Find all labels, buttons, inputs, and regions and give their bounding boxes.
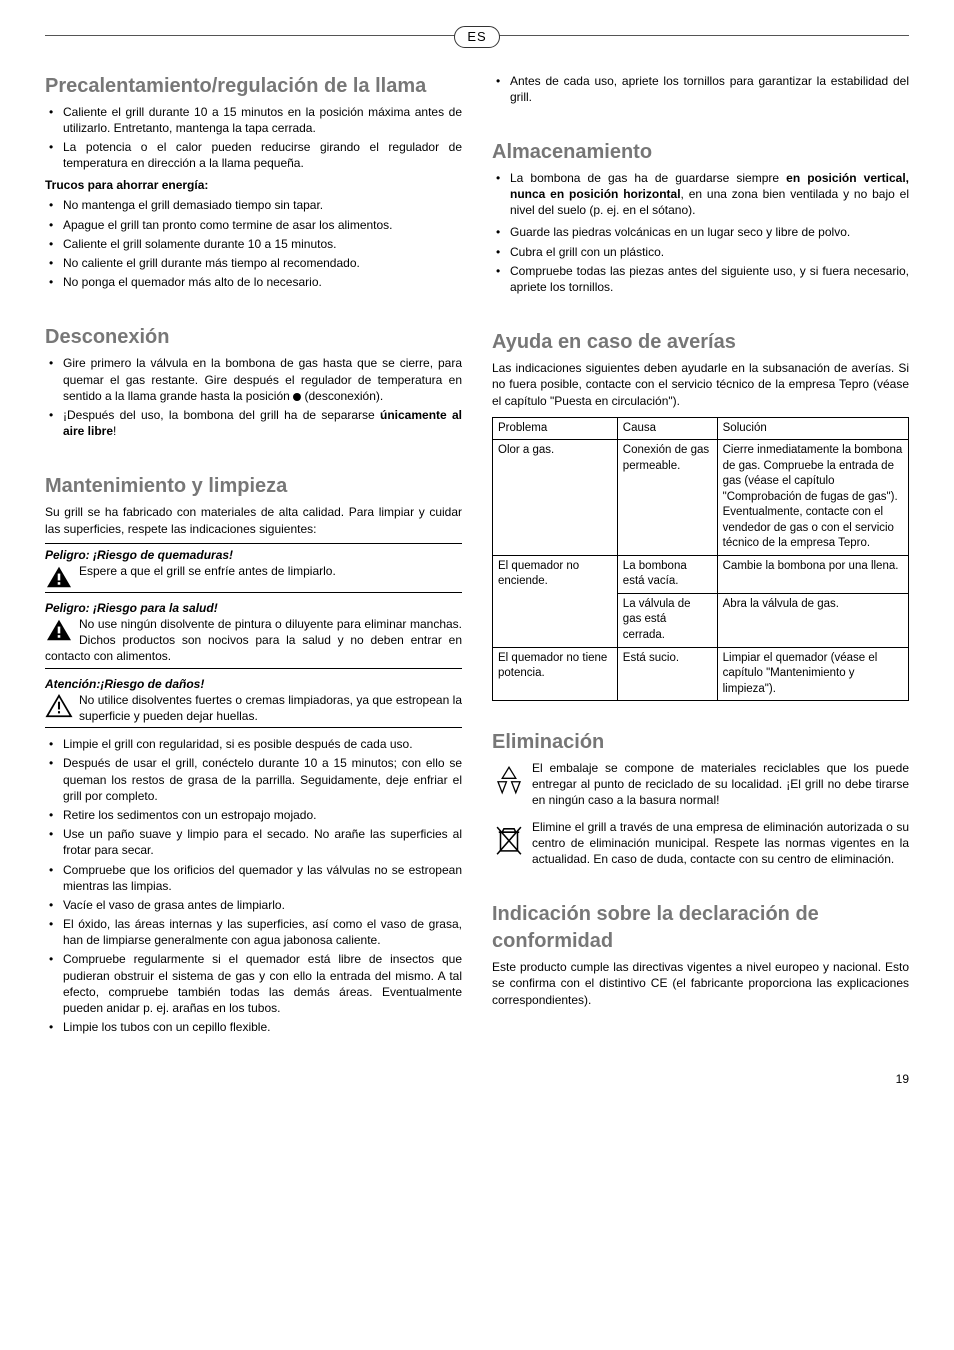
page-number: 19: [45, 1071, 909, 1087]
heading-disconnect: Desconexión: [45, 324, 462, 351]
list-item: La bombona de gas ha de guardarse siempr…: [492, 170, 909, 219]
list-item: Después de usar el grill, conéctelo dura…: [45, 755, 462, 804]
list-disconnect: Gire primero la válvula en la bombona de…: [45, 355, 462, 439]
disposal-weee: Elimine el grill a través de una empresa…: [492, 819, 909, 868]
list-item: Vacíe el vaso de grasa antes de limpiarl…: [45, 897, 462, 913]
list-top-right: Antes de cada uso, apriete los tornillos…: [492, 73, 909, 105]
crossed-bin-icon: [492, 821, 526, 857]
heading-troubleshoot: Ayuda en caso de averías: [492, 329, 909, 356]
warning-triangle-icon: [45, 618, 73, 642]
recycle-icon: [492, 762, 526, 798]
list-preheat: Caliente el grill durante 10 a 15 minuto…: [45, 104, 462, 172]
warning-health: Peligro: ¡Riesgo para la salud! No use n…: [45, 597, 462, 669]
table-row: El quemador no tiene potencia. Está suci…: [493, 647, 909, 701]
list-item: ¡Después del uso, la bombona del grill h…: [45, 407, 462, 439]
list-item: Use un paño suave y limpio para el secad…: [45, 826, 462, 858]
list-item: No caliente el grill durante más tiempo …: [45, 255, 462, 271]
list-item: Caliente el grill durante 10 a 15 minuto…: [45, 104, 462, 136]
subhead-energy: Trucos para ahorrar energía:: [45, 177, 462, 193]
list-item: La potencia o el calor pueden reducirse …: [45, 139, 462, 171]
list-item: Compruebe que los orificios del quemador…: [45, 862, 462, 894]
maintenance-intro: Su grill se ha fabricado con materiales …: [45, 504, 462, 536]
list-item: Guarde las piedras volcánicas en un luga…: [492, 224, 909, 240]
list-maintenance: Limpie el grill con regularidad, si es p…: [45, 736, 462, 1035]
list-item: Antes de cada uso, apriete los tornillos…: [492, 73, 909, 105]
th-problem: Problema: [493, 417, 618, 440]
list-item: El óxido, las áreas internas y las super…: [45, 916, 462, 948]
heading-disposal: Eliminación: [492, 729, 909, 756]
list-item: Compruebe regularmente si el quemador es…: [45, 951, 462, 1016]
disposal-recycle: El embalaje se compone de materiales rec…: [492, 760, 909, 809]
list-item: Gire primero la válvula en la bombona de…: [45, 355, 462, 404]
list-item: Caliente el grill solamente durante 10 a…: [45, 236, 462, 252]
troubleshoot-table: Problema Causa Solución Olor a gas. Cone…: [492, 417, 909, 701]
list-storage-rest: Guarde las piedras volcánicas en un luga…: [492, 224, 909, 295]
list-item: Cubra el grill con un plástico.: [492, 244, 909, 260]
right-column: Antes de cada uso, apriete los tornillos…: [492, 73, 909, 1042]
off-dot-icon: [293, 393, 301, 401]
list-energy: No mantenga el grill demasiado tiempo si…: [45, 197, 462, 290]
heading-conformity: Indicación sobre la declaración de confo…: [492, 901, 909, 955]
list-item: Apague el grill tan pronto como termine …: [45, 217, 462, 233]
heading-storage: Almacenamiento: [492, 139, 909, 166]
list-storage: La bombona de gas ha de guardarse siempr…: [492, 170, 909, 219]
list-item: Compruebe todas las piezas antes del sig…: [492, 263, 909, 295]
troubleshoot-intro: Las indicaciones siguientes deben ayudar…: [492, 360, 909, 409]
heading-maintenance: Mantenimiento y limpieza: [45, 473, 462, 500]
list-item: No mantenga el grill demasiado tiempo si…: [45, 197, 462, 213]
list-item: No ponga el quemador más alto de lo nece…: [45, 274, 462, 290]
th-cause: Causa: [617, 417, 717, 440]
warning-damage: Atención:¡Riesgo de daños! No utilice di…: [45, 673, 462, 729]
heading-preheat: Precalentamiento/regulación de la llama: [45, 73, 462, 100]
warning-triangle-icon: [45, 565, 73, 589]
language-badge: ES: [45, 26, 909, 48]
list-item: Retire los sedimentos con un estropajo m…: [45, 807, 462, 823]
th-solution: Solución: [717, 417, 908, 440]
table-row: El quemador no enciende. La bombona está…: [493, 555, 909, 593]
table-header-row: Problema Causa Solución: [493, 417, 909, 440]
warning-outline-icon: [45, 694, 73, 718]
left-column: Precalentamiento/regulación de la llama …: [45, 73, 462, 1042]
warning-burns: Peligro: ¡Riesgo de quemaduras! Espere a…: [45, 543, 462, 593]
list-item: Limpie el grill con regularidad, si es p…: [45, 736, 462, 752]
table-row: Olor a gas. Conexión de gas permeable. C…: [493, 440, 909, 556]
conformity-text: Este producto cumple las directivas vige…: [492, 959, 909, 1008]
list-item: Limpie los tubos con un cepillo flexible…: [45, 1019, 462, 1035]
